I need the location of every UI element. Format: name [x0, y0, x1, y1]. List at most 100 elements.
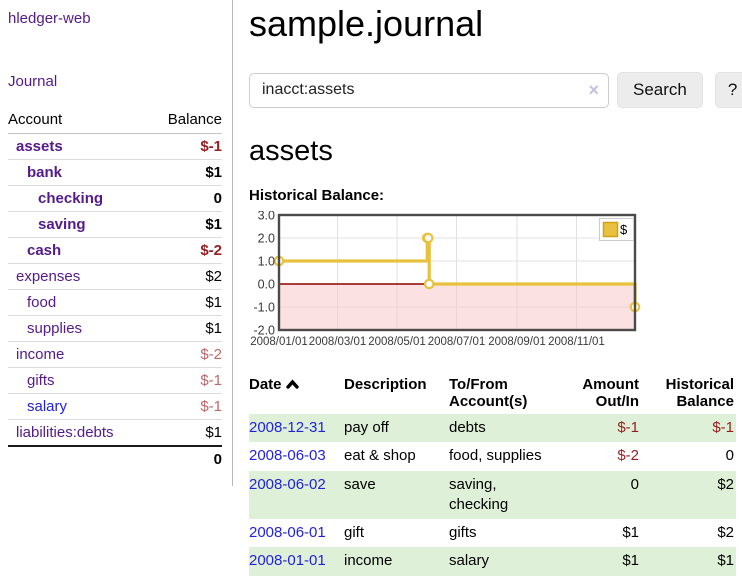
account-row-saving: saving $1 [8, 211, 222, 238]
register-header-balance: Historical Balance [665, 376, 734, 410]
account-row-cash: cash $-2 [8, 237, 222, 264]
amount-cell: 0 [630, 475, 639, 493]
svg-text:-2.0: -2.0 [253, 324, 275, 338]
account-link-saving[interactable]: saving [38, 216, 86, 233]
amount-cell: $1 [622, 524, 639, 541]
transaction-date-link[interactable]: 2008-06-01 [249, 524, 326, 541]
balance-cell: $2 [717, 524, 734, 541]
account-link-supplies[interactable]: supplies [27, 320, 83, 337]
account-heading: assets [249, 135, 333, 167]
account-row-checking: checking 0 [8, 185, 222, 212]
description-cell: save [344, 475, 376, 493]
account-row-bank: bank $1 [8, 159, 222, 186]
description-cell: income [344, 552, 393, 570]
account-row-salary: salary $-1 [8, 393, 222, 420]
svg-text:2008/01/01: 2008/01/01 [250, 336, 308, 348]
svg-text:2008/03/01: 2008/03/01 [309, 336, 367, 348]
main-content: sample.journal × Search ? assets Histori… [233, 0, 742, 576]
register-row: 2008-06-03 eat & shop food, supplies $-2… [249, 442, 736, 470]
accounts-total-value: 0 [149, 445, 222, 472]
account-balance: $-1 [149, 133, 222, 160]
sidebar: hledger-web Journal Account Balance asse… [0, 0, 233, 486]
account-link-checking[interactable]: checking [38, 190, 104, 207]
accounts-cell: food, supplies [449, 447, 542, 465]
search-button[interactable]: Search [617, 72, 703, 108]
account-link-food[interactable]: food [27, 294, 57, 311]
balance-cell: $2 [717, 475, 734, 493]
transaction-date-link[interactable]: 2008-06-03 [249, 447, 326, 465]
svg-text:1.0: 1.0 [258, 255, 275, 269]
account-balance: $-1 [149, 367, 222, 394]
search-input[interactable] [249, 72, 609, 108]
register-row: 2008-06-01 gift gifts $1 $2 [249, 519, 736, 547]
account-link-liabilities-debts[interactable]: liabilities:debts [16, 424, 114, 441]
description-cell: gift [344, 524, 365, 541]
accounts-table: Account Balance assets $-1 bank $1 check… [8, 107, 222, 472]
svg-text:2.0: 2.0 [258, 232, 275, 246]
svg-text:$: $ [620, 222, 628, 237]
register-row: 2008-12-31 pay off debts $-1 $-1 [249, 414, 736, 443]
account-link-expenses[interactable]: expenses [16, 268, 81, 285]
balance-cell: $-1 [712, 419, 734, 436]
balance-cell: 0 [725, 447, 734, 465]
account-link-gifts[interactable]: gifts [27, 372, 55, 389]
register-header-amount: Amount Out/In [582, 376, 639, 410]
register-table: Date Description To/From Account(s) Amou… [249, 374, 736, 576]
amount-cell: $1 [622, 552, 639, 570]
account-link-salary[interactable]: salary [27, 398, 68, 415]
accounts-header-row: Account Balance [8, 107, 222, 134]
account-row-assets: assets $-1 [8, 133, 222, 160]
accounts-cell: saving, checking [449, 475, 509, 513]
transaction-date-link[interactable]: 2008-01-01 [249, 552, 326, 570]
balance-cell: $1 [717, 552, 734, 570]
svg-text:3.0: 3.0 [258, 211, 275, 223]
transaction-date-link[interactable]: 2008-06-02 [249, 475, 326, 493]
accounts-cell: gifts [449, 524, 477, 541]
amount-cell: $-2 [617, 447, 639, 465]
register-header-description: Description [344, 376, 427, 393]
search-box: × [249, 72, 609, 108]
svg-text:2008/11/01: 2008/11/01 [548, 336, 605, 348]
page-title: sample.journal [249, 3, 484, 44]
account-row-gifts: gifts $-1 [8, 367, 222, 394]
account-balance: $-2 [149, 341, 222, 368]
accounts-header-balance: Balance [149, 107, 222, 134]
date-header-label: Date [249, 376, 282, 393]
historical-balance-chart[interactable]: $3.0 2.0 1.0 0.0 -1.0 -2.0 2008/01/01 2008/03/0… [249, 209, 643, 357]
account-row-income: income $-2 [8, 341, 222, 368]
clear-search-icon[interactable]: × [588, 79, 599, 100]
accounts-total-row: 0 [8, 445, 222, 472]
accounts-cell: debts [449, 419, 486, 436]
account-link-cash[interactable]: cash [27, 242, 62, 259]
register-header-date[interactable]: Date [249, 374, 344, 414]
journal-link[interactable]: Journal [8, 73, 58, 90]
app-title-link[interactable]: hledger-web [8, 10, 91, 27]
description-cell: eat & shop [344, 447, 416, 465]
account-row-supplies: supplies $1 [8, 315, 222, 342]
historical-balance-label: Historical Balance: [249, 187, 385, 204]
account-balance: $1 [149, 289, 222, 316]
account-balance: $1 [149, 159, 222, 186]
account-balance: $-2 [149, 237, 222, 264]
account-row-liabilities-debts: liabilities:debts $1 [8, 419, 222, 447]
search-form: × Search ? [249, 72, 742, 108]
account-balance: $1 [149, 419, 222, 447]
sort-ascending-icon [285, 377, 299, 394]
account-balance: 0 [149, 185, 222, 212]
account-link-income[interactable]: income [16, 346, 65, 363]
svg-text:2008/05/01: 2008/05/01 [368, 336, 426, 348]
transaction-date-link[interactable]: 2008-12-31 [249, 419, 326, 436]
svg-text:2008/07/01: 2008/07/01 [428, 336, 486, 348]
svg-text:-1.0: -1.0 [253, 301, 275, 315]
account-balance: $2 [149, 263, 222, 290]
amount-cell: $-1 [617, 419, 639, 436]
account-link-bank[interactable]: bank [27, 164, 63, 181]
register-row: 2008-01-01 income salary $1 $1 [249, 547, 736, 576]
accounts-cell: salary [449, 552, 490, 570]
description-cell: pay off [344, 419, 389, 436]
help-button[interactable]: ? [714, 72, 742, 108]
svg-text:0.0: 0.0 [258, 278, 275, 292]
account-link-assets[interactable]: assets [16, 138, 63, 155]
